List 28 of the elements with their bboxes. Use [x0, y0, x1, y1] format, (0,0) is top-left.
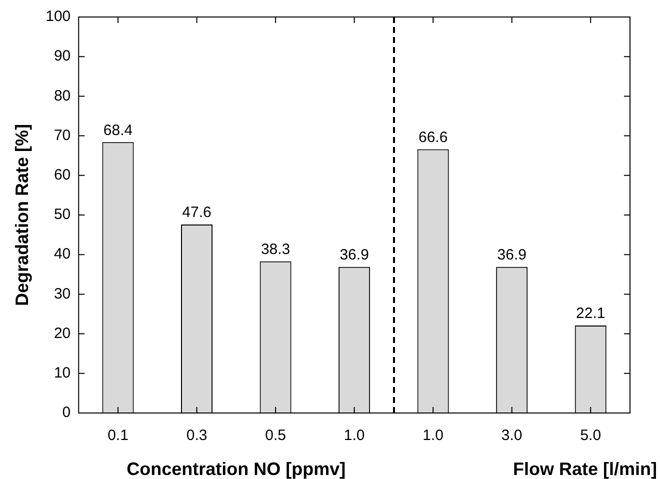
y-tick-label: 70 [54, 126, 71, 144]
y-tick-label: 10 [54, 364, 71, 382]
x-tick-label: 1.0 [422, 427, 444, 444]
x-tick-label: 0.3 [186, 427, 208, 444]
x-axis-title: Concentration NO [ppmv] [126, 459, 346, 479]
y-tick-label: 90 [54, 48, 71, 65]
y-tick-label: 30 [54, 285, 71, 302]
x-tick-label: 0.5 [265, 427, 286, 444]
y-tick-label: 100 [46, 8, 71, 26]
data-label: 38.3 [260, 240, 290, 258]
y-tick-label: 50 [54, 206, 71, 224]
x-tick-label: 5.0 [580, 427, 602, 444]
data-label: 36.9 [340, 246, 369, 264]
y-tick-label: 0 [62, 404, 71, 422]
text: Flow Rate [l/min] [513, 459, 657, 479]
y-tick-label: 20 [54, 324, 71, 342]
data-label: 36.9 [497, 246, 526, 264]
data-label: 47.6 [182, 204, 212, 222]
data-label: 22.1 [576, 305, 606, 322]
x-tick-label: 3.0 [501, 427, 522, 444]
y-tick-label: 40 [54, 246, 71, 263]
y-tick-label: 60 [54, 166, 71, 184]
y-tick-label: 80 [54, 87, 71, 104]
y-axis-title: Degradation Rate [%] [12, 124, 32, 306]
data-label: 68.4 [103, 122, 133, 139]
x-tick-label: 1.0 [344, 427, 365, 444]
x-tick-label: 0.1 [108, 427, 128, 444]
data-label: 66.6 [418, 128, 448, 146]
